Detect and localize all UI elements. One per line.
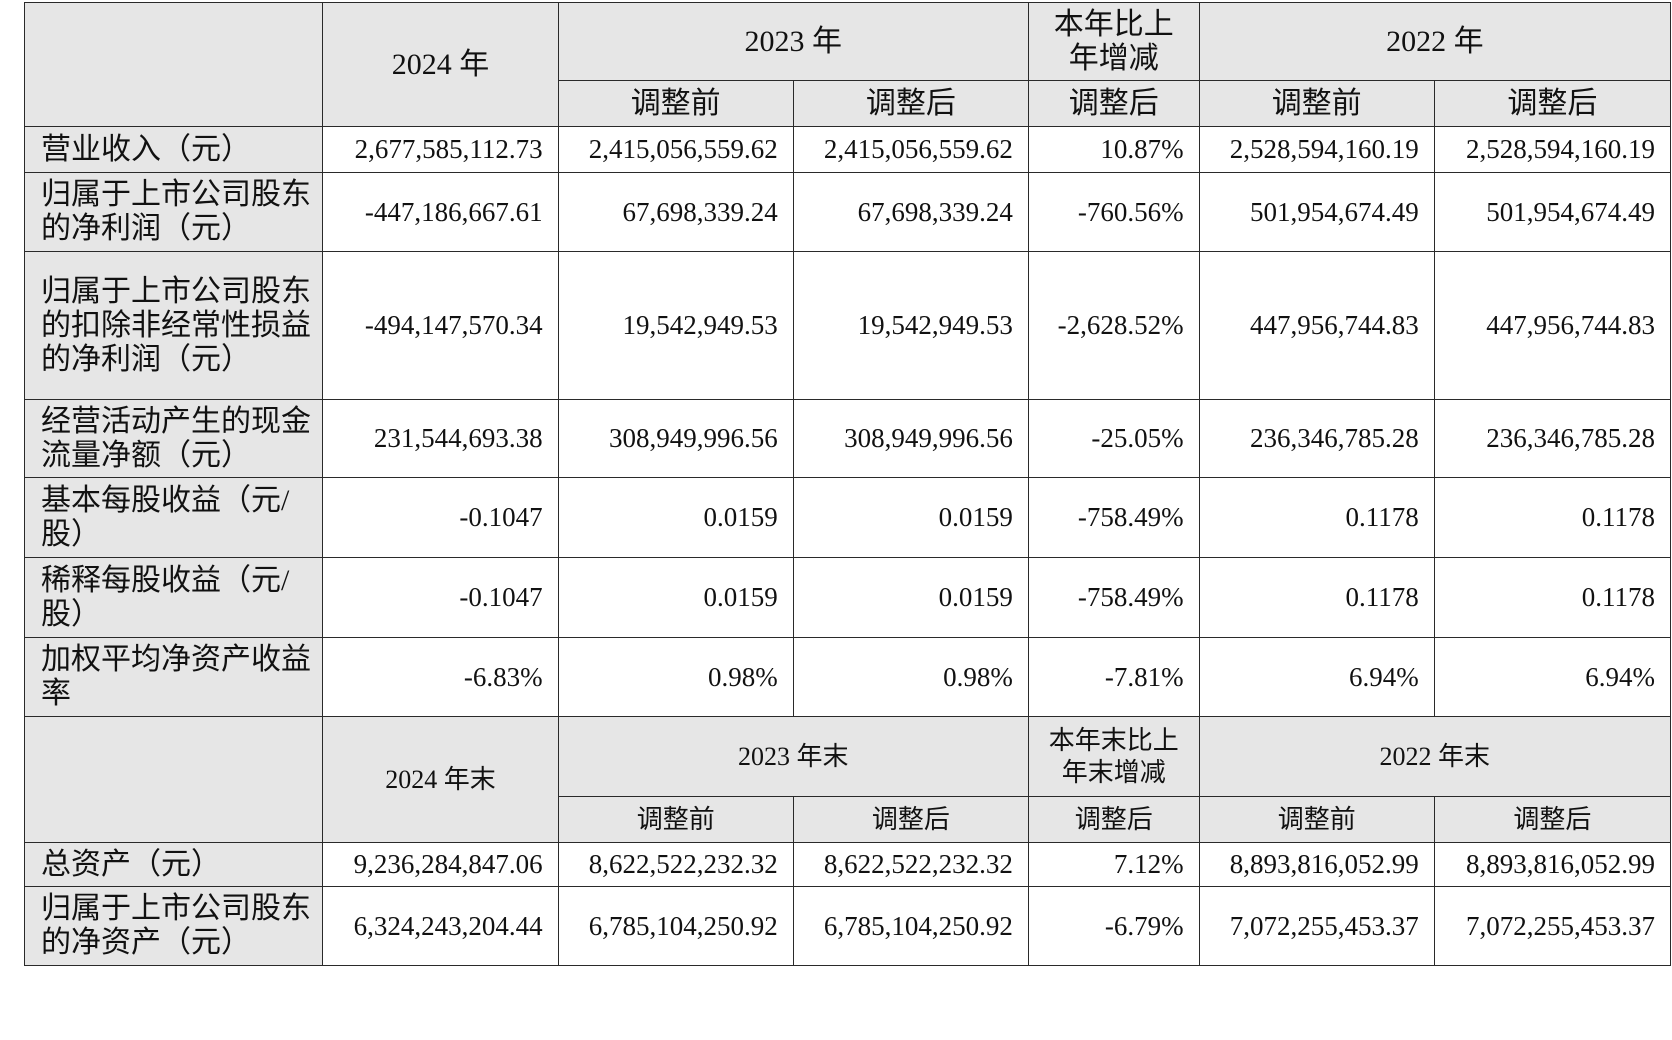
value-change: -7.81% (1027, 637, 1200, 717)
table-row: 稀释每股收益（元/股） -0.1047 0.0159 0.0159 -758.4… (23, 557, 1672, 638)
table-row: 营业收入（元） 2,677,585,112.73 2,415,056,559.6… (23, 126, 1672, 173)
subheader-2023-after: 调整后 (792, 80, 1029, 127)
subheader-2022-before: 调整前 (1198, 80, 1435, 127)
value-2023-end-after: 8,622,522,232.32 (792, 842, 1029, 887)
value-2023-before: 0.98% (557, 637, 794, 717)
subheader-2023-before: 调整前 (557, 80, 794, 127)
value-2024-end: 6,324,243,204.44 (322, 886, 559, 966)
row-label: 加权平均净资产收益率 (23, 637, 324, 717)
subheader-change-end-after: 调整后 (1027, 796, 1200, 843)
value-2023-before: 0.0159 (557, 477, 794, 558)
value-2023-before: 2,415,056,559.62 (557, 126, 794, 173)
value-2024: -447,186,667.61 (322, 172, 559, 252)
row-label: 营业收入（元） (23, 126, 324, 173)
value-2022-end-before: 7,072,255,453.37 (1198, 886, 1435, 966)
table-row: 归属于上市公司股东的净资产（元） 6,324,243,204.44 6,785,… (23, 886, 1672, 966)
value-2023-before: 67,698,339.24 (557, 172, 794, 252)
value-2022-after: 0.1178 (1433, 557, 1672, 638)
subheader-2023-end-before: 调整前 (557, 796, 794, 843)
value-2022-end-before: 8,893,816,052.99 (1198, 842, 1435, 887)
row-label: 归属于上市公司股东的净资产（元） (23, 886, 324, 966)
header-2023: 2023 年 (557, 2, 1029, 81)
header-2024-end: 2024 年末 (322, 716, 559, 843)
header-2024: 2024 年 (322, 2, 559, 127)
value-2024: -494,147,570.34 (322, 251, 559, 400)
value-2022-after: 447,956,744.83 (1433, 251, 1672, 400)
value-2022-before: 0.1178 (1198, 557, 1435, 638)
value-2023-after: 0.0159 (792, 557, 1029, 638)
subheader-2022-end-before: 调整前 (1198, 796, 1435, 843)
value-2022-after: 2,528,594,160.19 (1433, 126, 1672, 173)
value-change: -2,628.52% (1027, 251, 1200, 400)
value-2024-end: 9,236,284,847.06 (322, 842, 559, 887)
value-2023-before: 308,949,996.56 (557, 399, 794, 478)
value-2023-after: 67,698,339.24 (792, 172, 1029, 252)
value-change: -25.05% (1027, 399, 1200, 478)
value-2022-after: 236,346,785.28 (1433, 399, 1672, 478)
row-label: 归属于上市公司股东的扣除非经常性损益的净利润（元） (23, 251, 324, 400)
value-2023-before: 19,542,949.53 (557, 251, 794, 400)
row-label: 归属于上市公司股东的净利润（元） (23, 172, 324, 252)
header-2023-end: 2023 年末 (557, 716, 1029, 797)
value-2022-before: 6.94% (1198, 637, 1435, 717)
value-2022-before: 2,528,594,160.19 (1198, 126, 1435, 173)
header-change-end: 本年末比上年末增减 (1027, 716, 1200, 797)
value-2022-before: 447,956,744.83 (1198, 251, 1435, 400)
value-change: -760.56% (1027, 172, 1200, 252)
value-change-end: -6.79% (1027, 886, 1200, 966)
value-2022-before: 236,346,785.28 (1198, 399, 1435, 478)
header-2022: 2022 年 (1198, 2, 1672, 81)
value-2022-end-after: 7,072,255,453.37 (1433, 886, 1672, 966)
value-2024: -6.83% (322, 637, 559, 717)
value-change: -758.49% (1027, 557, 1200, 638)
value-2022-after: 501,954,674.49 (1433, 172, 1672, 252)
value-change-end: 7.12% (1027, 842, 1200, 887)
value-2023-after: 2,415,056,559.62 (792, 126, 1029, 173)
value-2024: 2,677,585,112.73 (322, 126, 559, 173)
row-label: 经营活动产生的现金流量净额（元） (23, 399, 324, 478)
row-label: 总资产（元） (23, 842, 324, 887)
table-row: 归属于上市公司股东的净利润（元） -447,186,667.61 67,698,… (23, 172, 1672, 252)
value-2022-after: 6.94% (1433, 637, 1672, 717)
subheader-2023-end-after: 调整后 (792, 796, 1029, 843)
value-2023-after: 19,542,949.53 (792, 251, 1029, 400)
subheader-2022-end-after: 调整后 (1433, 796, 1672, 843)
value-2023-end-before: 8,622,522,232.32 (557, 842, 794, 887)
header-2022-end: 2022 年末 (1198, 716, 1672, 797)
value-2024: -0.1047 (322, 557, 559, 638)
table-row: 加权平均净资产收益率 -6.83% 0.98% 0.98% -7.81% 6.9… (23, 637, 1672, 717)
value-2023-end-after: 6,785,104,250.92 (792, 886, 1029, 966)
value-2023-after: 308,949,996.56 (792, 399, 1029, 478)
table-row: 基本每股收益（元/股） -0.1047 0.0159 0.0159 -758.4… (23, 477, 1672, 558)
value-change: -758.49% (1027, 477, 1200, 558)
subheader-change-after: 调整后 (1027, 80, 1200, 127)
table-row: 归属于上市公司股东的扣除非经常性损益的净利润（元） -494,147,570.3… (23, 251, 1672, 400)
value-2024: 231,544,693.38 (322, 399, 559, 478)
row-label: 基本每股收益（元/股） (23, 477, 324, 558)
header-change: 本年比上年增减 (1027, 2, 1200, 81)
header-corner-cell-2 (23, 716, 324, 843)
subheader-2022-after: 调整后 (1433, 80, 1672, 127)
value-2023-after: 0.0159 (792, 477, 1029, 558)
value-2023-after: 0.98% (792, 637, 1029, 717)
value-2022-before: 0.1178 (1198, 477, 1435, 558)
table-row: 总资产（元） 9,236,284,847.06 8,622,522,232.32… (23, 842, 1672, 887)
value-2023-before: 0.0159 (557, 557, 794, 638)
value-2022-before: 501,954,674.49 (1198, 172, 1435, 252)
value-change: 10.87% (1027, 126, 1200, 173)
value-2022-after: 0.1178 (1433, 477, 1672, 558)
value-2023-end-before: 6,785,104,250.92 (557, 886, 794, 966)
value-2024: -0.1047 (322, 477, 559, 558)
table-row: 经营活动产生的现金流量净额（元） 231,544,693.38 308,949,… (23, 399, 1672, 478)
header-corner-cell (23, 2, 324, 127)
financial-summary-table: 2024 年 2023 年 本年比上年增减 2022 年 调整前 调整后 调整后… (23, 2, 1672, 966)
value-2022-end-after: 8,893,816,052.99 (1433, 842, 1672, 887)
row-label: 稀释每股收益（元/股） (23, 557, 324, 638)
